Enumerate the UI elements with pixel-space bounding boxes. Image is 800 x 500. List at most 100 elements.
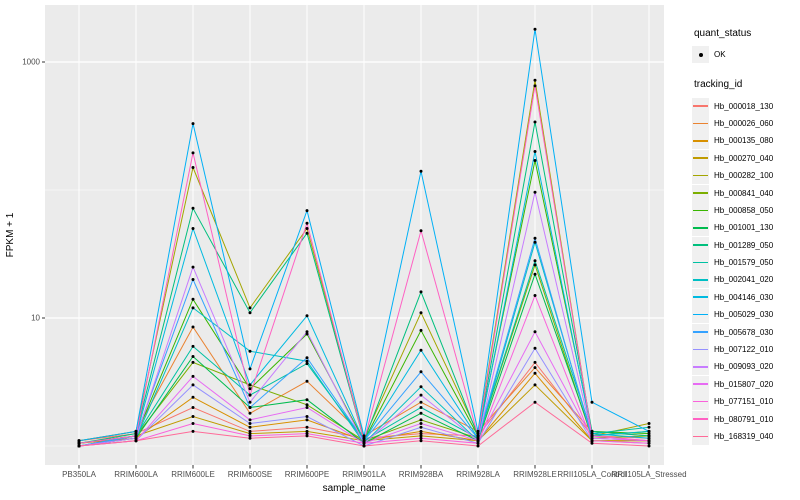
data-point: [419, 439, 423, 443]
data-point: [419, 432, 423, 436]
data-point: [248, 432, 252, 436]
data-points: [77, 27, 651, 448]
series-label: Hb_000858_050: [714, 205, 774, 215]
data-point: [533, 366, 537, 370]
major-gridlines: [45, 61, 664, 319]
series-color-line: [693, 383, 708, 386]
data-point: [533, 84, 537, 88]
series-color-line: [693, 348, 708, 351]
legend-item-Hb_080791_010: Hb_080791_010: [692, 410, 798, 428]
series-color-line: [693, 174, 708, 177]
x-tick-label: RRIM600PE: [285, 470, 329, 479]
series-label: Hb_168319_040: [714, 432, 774, 441]
legend-item-Hb_000282_100: Hb_000282_100: [692, 167, 798, 185]
data-point: [248, 400, 252, 404]
data-point: [248, 393, 252, 397]
series-color-key: [692, 358, 709, 376]
data-point: [533, 27, 537, 31]
legend-item-Hb_009093_020: Hb_009093_020: [692, 358, 798, 376]
data-point: [476, 434, 480, 438]
data-point: [590, 436, 594, 440]
data-point: [305, 332, 309, 336]
data-point: [191, 383, 195, 387]
legend-item-Hb_000135_080: Hb_000135_080: [692, 132, 798, 150]
y-tick-label: 10: [31, 314, 40, 323]
data-point: [191, 122, 195, 126]
data-point: [134, 436, 138, 440]
data-point: [248, 411, 252, 415]
series-label: Hb_002041_020: [714, 275, 774, 285]
data-point: [533, 120, 537, 124]
data-point: [590, 439, 594, 443]
data-point: [305, 314, 309, 318]
data-point: [248, 418, 252, 422]
series-color-key: [692, 236, 709, 254]
data-point: [77, 441, 81, 445]
series-color-line: [693, 261, 708, 264]
series-color-key: [692, 393, 709, 411]
data-point: [533, 371, 537, 375]
series-color-line: [693, 226, 708, 229]
series-color-line: [693, 313, 708, 316]
panel-background: [45, 5, 664, 465]
series-color-key: [692, 341, 709, 359]
data-point: [533, 150, 537, 153]
data-point: [305, 403, 309, 407]
legend: quant_status OK tracking_id Hb_000018_13…: [692, 0, 798, 445]
data-point: [305, 434, 309, 438]
series-color-key: [692, 288, 709, 306]
data-point: [647, 434, 651, 438]
data-point: [362, 441, 366, 445]
data-point: [191, 344, 195, 348]
data-point: [476, 439, 480, 443]
data-point: [419, 229, 423, 233]
series-color-key: [692, 254, 709, 272]
series-label: Hb_004146_030: [714, 292, 774, 302]
series-color-line: [693, 122, 708, 125]
data-point: [419, 429, 423, 433]
data-point: [362, 439, 366, 443]
x-tick-label: RRII105LA_Control: [557, 470, 627, 479]
data-point: [476, 429, 480, 433]
series-label: Hb_077151_010: [714, 397, 774, 407]
series-label: Hb_005029_030: [714, 310, 774, 320]
legend-item-Hb_077151_010: Hb_077151_010: [692, 393, 798, 411]
legend-item-Hb_000270_040: Hb_000270_040: [692, 149, 798, 167]
series-label: Hb_000270_040: [714, 153, 774, 163]
data-point: [533, 78, 537, 82]
series-color-key: [692, 375, 709, 393]
data-point: [191, 206, 195, 210]
legend-item-Hb_000858_050: Hb_000858_050: [692, 201, 798, 219]
legend-item-Hb_005678_030: Hb_005678_030: [692, 323, 798, 341]
data-point: [191, 325, 195, 329]
data-point: [134, 429, 138, 433]
series-label: Hb_005678_030: [714, 327, 774, 337]
series-label: Hb_001001_130: [714, 223, 774, 233]
data-point: [647, 444, 651, 448]
data-point: [533, 272, 537, 276]
data-point: [191, 415, 195, 418]
data-point: [533, 190, 537, 194]
data-point: [419, 418, 423, 422]
data-point: [248, 306, 252, 310]
data-point: [362, 434, 366, 438]
data-point: [191, 265, 195, 269]
series-label: Hb_000841_040: [714, 188, 774, 198]
data-point: [248, 387, 252, 391]
data-point: [419, 422, 423, 425]
data-point: [191, 306, 195, 310]
legend-item-Hb_005029_030: Hb_005029_030: [692, 306, 798, 324]
data-point: [305, 227, 309, 230]
data-point: [362, 436, 366, 440]
legend-item-Hb_001001_130: Hb_001001_130: [692, 219, 798, 237]
data-point: [134, 434, 138, 438]
data-point: [647, 422, 651, 425]
series-label: Hb_009093_020: [714, 362, 774, 372]
data-point: [647, 429, 651, 433]
data-point: [305, 432, 309, 436]
series-color-key: [692, 428, 709, 445]
data-point: [419, 400, 423, 404]
x-tick-label: RRII105LA_Stressed: [611, 470, 686, 479]
data-point: [419, 290, 423, 294]
